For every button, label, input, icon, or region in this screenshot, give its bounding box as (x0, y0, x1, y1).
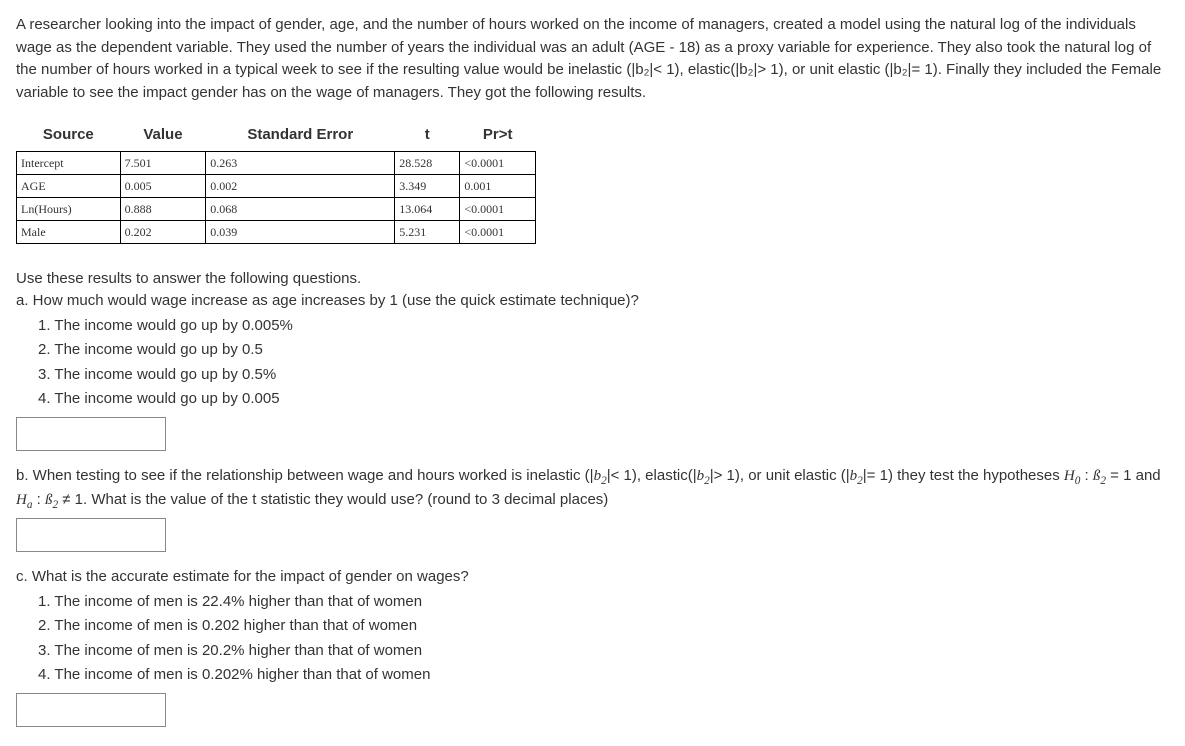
option: 1. The income of men is 22.4% higher tha… (38, 591, 1169, 614)
cell: 0.068 (206, 197, 395, 220)
question-a-options: 1. The income would go up by 0.005% 2. T… (16, 315, 1169, 411)
cell: 0.002 (206, 174, 395, 197)
cell: 5.231 (395, 220, 460, 243)
cell: 0.039 (206, 220, 395, 243)
b2-symbol: b2 (697, 468, 710, 484)
table-row: AGE 0.005 0.002 3.349 0.001 (17, 174, 536, 197)
text: = 1 and (1106, 467, 1161, 484)
option: 3. The income of men is 20.2% higher tha… (38, 640, 1169, 663)
text: ≠ 1. What is the value of the t statisti… (58, 491, 608, 508)
answer-b-input[interactable] (16, 518, 166, 552)
th-t: t (395, 120, 460, 151)
option: 3. The income would go up by 0.5% (38, 364, 1169, 387)
cell: <0.0001 (460, 151, 536, 174)
question-c: c. What is the accurate estimate for the… (16, 566, 1169, 727)
text: |> 1), or unit elastic (| (710, 467, 850, 484)
th-source: Source (17, 120, 121, 151)
regression-table: Source Value Standard Error t Pr>t Inter… (16, 120, 536, 244)
ha-symbol: Ha (16, 492, 32, 508)
question-a-prompt: a. How much would wage increase as age i… (16, 290, 1169, 313)
intro-paragraph: A researcher looking into the impact of … (16, 14, 1169, 104)
cell: Ln(Hours) (17, 197, 121, 220)
h0-symbol: H0 (1064, 468, 1080, 484)
answer-a-input[interactable] (16, 417, 166, 451)
cell: AGE (17, 174, 121, 197)
th-stderr: Standard Error (206, 120, 395, 151)
question-b: b. When testing to see if the relationsh… (16, 465, 1169, 553)
question-b-prompt: b. When testing to see if the relationsh… (16, 465, 1169, 515)
option: 1. The income would go up by 0.005% (38, 315, 1169, 338)
cell: 28.528 (395, 151, 460, 174)
b2-symbol: b2 (594, 468, 607, 484)
option: 2. The income would go up by 0.5 (38, 339, 1169, 362)
option: 4. The income of men is 0.202% higher th… (38, 664, 1169, 687)
cell: 0.263 (206, 151, 395, 174)
option: 4. The income would go up by 0.005 (38, 388, 1169, 411)
beta2-symbol: ß2 (1093, 468, 1106, 484)
table-row: Intercept 7.501 0.263 28.528 <0.0001 (17, 151, 536, 174)
cell: 0.005 (120, 174, 206, 197)
th-prt: Pr>t (460, 120, 536, 151)
cell: Male (17, 220, 121, 243)
question-a: a. How much would wage increase as age i… (16, 290, 1169, 451)
cell: 0.001 (460, 174, 536, 197)
table-row: Male 0.202 0.039 5.231 <0.0001 (17, 220, 536, 243)
text: |< 1), elastic(| (607, 467, 697, 484)
cell: <0.0001 (460, 220, 536, 243)
cell: 0.888 (120, 197, 206, 220)
table-row: Ln(Hours) 0.888 0.068 13.064 <0.0001 (17, 197, 536, 220)
option: 2. The income of men is 0.202 higher tha… (38, 615, 1169, 638)
question-c-options: 1. The income of men is 22.4% higher tha… (16, 591, 1169, 687)
cell: 0.202 (120, 220, 206, 243)
cell: 7.501 (120, 151, 206, 174)
question-c-prompt: c. What is the accurate estimate for the… (16, 566, 1169, 589)
cell: Intercept (17, 151, 121, 174)
beta2-symbol: ß2 (45, 492, 58, 508)
b2-symbol: b2 (850, 468, 863, 484)
cell: <0.0001 (460, 197, 536, 220)
text: b. When testing to see if the relationsh… (16, 467, 594, 484)
th-value: Value (120, 120, 206, 151)
answer-c-input[interactable] (16, 693, 166, 727)
lead-text: Use these results to answer the followin… (16, 268, 1169, 291)
cell: 13.064 (395, 197, 460, 220)
cell: 3.349 (395, 174, 460, 197)
text: |= 1) they test the hypotheses (863, 467, 1064, 484)
